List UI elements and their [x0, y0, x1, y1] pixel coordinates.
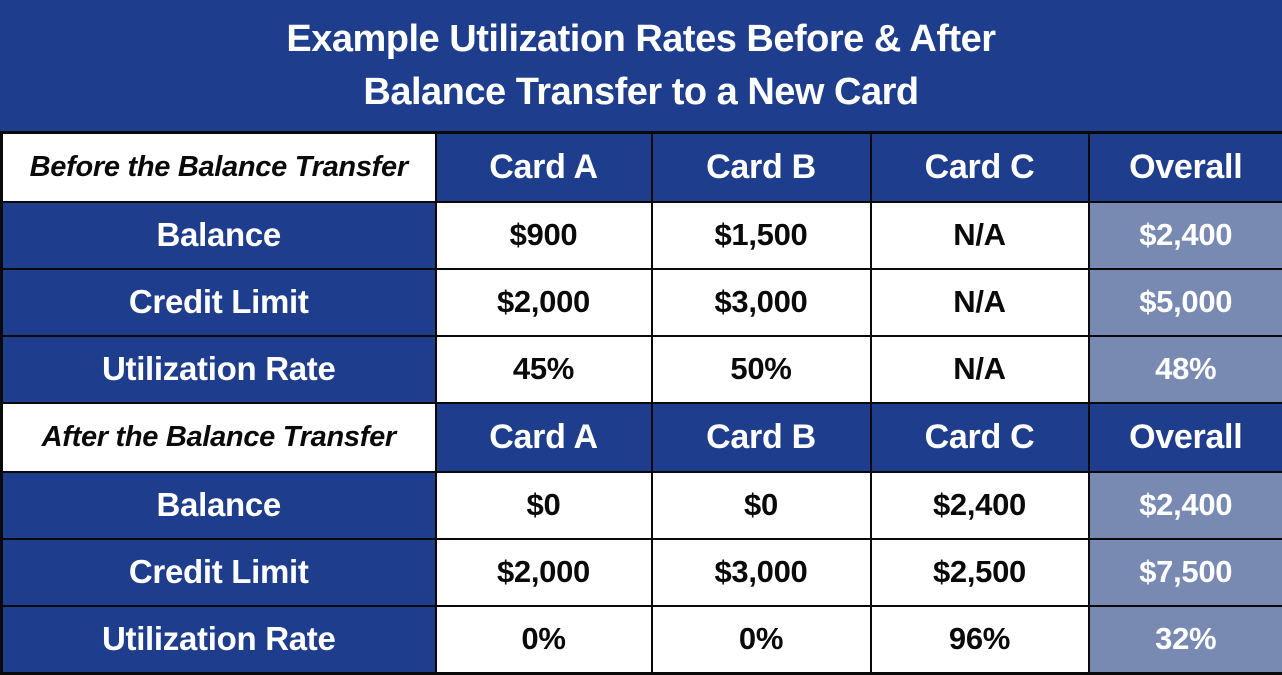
value-cell: $900: [434, 201, 653, 270]
value-cell: $0: [434, 470, 653, 540]
overall-value-cell: $2,400: [1087, 201, 1282, 270]
value-cell: $2,000: [434, 537, 653, 607]
title-line-2: Balance Transfer to a New Card: [363, 70, 919, 113]
column-header-card-c: Card C: [869, 131, 1090, 203]
row-label-utilization-rate: Utilization Rate: [0, 604, 437, 675]
value-cell: 50%: [650, 334, 872, 404]
table-row-after-credit-limit: Credit Limit $2,000 $3,000 $2,500 $7,500: [0, 537, 1282, 607]
table-row-after-header: After the Balance Transfer Card A Card B…: [0, 401, 1282, 473]
value-cell: $3,000: [650, 537, 872, 607]
row-label-credit-limit: Credit Limit: [0, 537, 437, 607]
column-header-card-a: Card A: [434, 131, 653, 203]
value-cell: 96%: [869, 604, 1090, 675]
column-header-overall: Overall: [1087, 401, 1282, 473]
overall-value-cell: $5,000: [1087, 267, 1282, 337]
value-cell: 45%: [434, 334, 653, 404]
section-label-before: Before the Balance Transfer: [0, 131, 437, 203]
value-cell: N/A: [869, 334, 1090, 404]
column-header-card-c: Card C: [869, 401, 1090, 473]
section-label-after: After the Balance Transfer: [0, 401, 437, 473]
row-label-credit-limit: Credit Limit: [0, 267, 437, 337]
table-row-before-header: Before the Balance Transfer Card A Card …: [0, 131, 1282, 203]
column-header-card-a: Card A: [434, 401, 653, 473]
overall-value-cell: 48%: [1087, 334, 1282, 404]
value-cell: $0: [650, 470, 872, 540]
row-label-balance: Balance: [0, 470, 437, 540]
overall-value-cell: 32%: [1087, 604, 1282, 675]
value-cell: 0%: [650, 604, 872, 675]
value-cell: $2,400: [869, 470, 1090, 540]
overall-value-cell: $7,500: [1087, 537, 1282, 607]
value-cell: 0%: [434, 604, 653, 675]
table-row-before-utilization-rate: Utilization Rate 45% 50% N/A 48%: [0, 334, 1282, 404]
value-cell: $2,500: [869, 537, 1090, 607]
value-cell: $3,000: [650, 267, 872, 337]
row-label-utilization-rate: Utilization Rate: [0, 334, 437, 404]
utilization-table: Before the Balance Transfer Card A Card …: [0, 131, 1282, 675]
column-header-overall: Overall: [1087, 131, 1282, 203]
value-cell: $1,500: [650, 201, 872, 270]
value-cell: N/A: [869, 201, 1090, 270]
table-row-after-balance: Balance $0 $0 $2,400 $2,400: [0, 470, 1282, 540]
page-title: Example Utilization Rates Before & After…: [0, 0, 1282, 131]
value-cell: $2,000: [434, 267, 653, 337]
table-row-before-credit-limit: Credit Limit $2,000 $3,000 N/A $5,000: [0, 267, 1282, 337]
title-line-1: Example Utilization Rates Before & After: [286, 17, 996, 60]
column-header-card-b: Card B: [650, 131, 872, 203]
value-cell: N/A: [869, 267, 1090, 337]
overall-value-cell: $2,400: [1087, 470, 1282, 540]
row-label-balance: Balance: [0, 201, 437, 270]
column-header-card-b: Card B: [650, 401, 872, 473]
table-row-after-utilization-rate: Utilization Rate 0% 0% 96% 32%: [0, 604, 1282, 675]
table-row-before-balance: Balance $900 $1,500 N/A $2,400: [0, 201, 1282, 270]
